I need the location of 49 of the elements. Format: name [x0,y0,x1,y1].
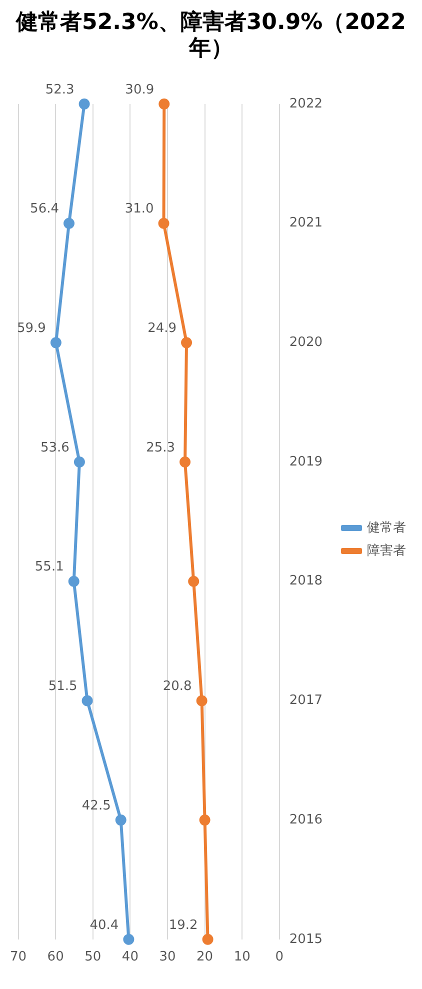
data-label: 52.3 [45,82,74,98]
point [181,337,192,348]
data-label: 53.6 [40,440,70,456]
point [188,576,200,587]
point [74,456,85,468]
y-tick-label: 2020 [289,335,323,350]
point [199,814,210,826]
data-label: 51.5 [48,679,78,694]
point [50,337,62,348]
data-label: 30.9 [125,82,154,98]
data-label: 59.9 [16,321,46,336]
x-tick-label: 0 [275,950,284,965]
point [68,576,80,587]
x-tick-label: 70 [10,950,27,965]
data-label: 19.2 [168,918,198,933]
x-tick-label: 30 [159,950,176,965]
data-label: 31.0 [124,202,154,217]
y-tick-label: 2021 [289,216,323,231]
chart-title: 健常者52.3%、障害者30.9%（2022年） [14,8,407,63]
x-tick-label: 10 [234,950,250,965]
x-tick-label: 60 [47,950,64,965]
data-label: 20.8 [162,679,192,694]
y-tick-label: 2022 [289,96,323,112]
point [196,695,208,706]
point [123,934,134,945]
legend-label: 障害者 [367,542,406,558]
point [82,695,93,706]
y-tick-label: 2019 [289,454,323,470]
x-tick-label: 20 [196,950,214,965]
y-tick-label: 2018 [289,574,323,589]
point [115,814,126,826]
point [158,98,170,110]
data-label: 56.4 [30,202,60,217]
x-tick-label: 50 [84,950,102,965]
y-tick-label: 2017 [289,693,323,708]
point [64,218,75,229]
x-tick-label: 40 [122,950,138,965]
point [78,98,90,110]
data-label: 25.3 [146,440,176,456]
data-label: 24.9 [148,321,177,336]
point [202,934,214,945]
y-tick-label: 2015 [289,932,323,947]
data-label: 40.4 [90,918,119,933]
y-tick-label: 2016 [289,812,323,828]
legend-label: 健常者 [367,520,406,536]
data-label: 55.1 [34,560,64,575]
point [158,218,170,229]
data-label: 42.5 [82,798,111,814]
point [180,456,191,468]
